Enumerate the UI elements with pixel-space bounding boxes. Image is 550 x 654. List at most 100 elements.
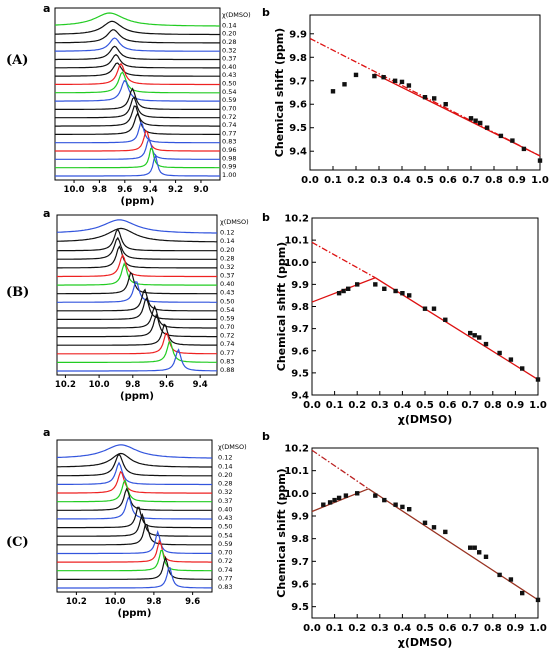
- shift-y-tick-label: 9.7: [291, 557, 309, 568]
- nmr-spectrum-trace: [55, 29, 220, 44]
- shift-data-point: [422, 306, 428, 311]
- nmr-frame: [56, 439, 213, 593]
- shift-data-point: [381, 75, 386, 80]
- nmr-spectrum-trace: [57, 479, 212, 503]
- shift-data-point: [321, 502, 326, 507]
- shift-y-tick-label: 9.5: [291, 368, 309, 379]
- shift-y-tick-label: 10.0: [284, 258, 309, 269]
- shift-plot-c: 0.0 0.1 0.2 0.3 0.4 0.5 0.6 0.7 0.8 0.9 1.0 9.5 9.6 9…: [275, 444, 547, 650]
- shift-y-axis-label: Chemical shift (ppm): [275, 242, 288, 371]
- shift-x-tick-label: 0.2: [347, 175, 365, 186]
- nmr-legend-label: 0.32: [222, 46, 236, 54]
- shift-data-point: [406, 83, 412, 88]
- nmr-spectrum-trace: [57, 453, 212, 477]
- nmr-c-sublabel: a: [43, 426, 50, 439]
- nmr-legend-label: 0.83: [218, 583, 232, 591]
- nmr-spectrum-trace: [55, 20, 220, 36]
- shift-data-point: [432, 96, 437, 101]
- nmr-legend-label: 0.59: [222, 96, 236, 104]
- nmr-legend-label: 0.77: [220, 349, 234, 357]
- shift-data-point: [400, 291, 405, 296]
- nmr-b-sublabel: a: [43, 207, 50, 220]
- shift-x-tick-label: 0.4: [394, 400, 412, 411]
- shift-data-point: [346, 286, 351, 291]
- shift-x-tick-label: 0.4: [394, 623, 412, 634]
- shift-x-tick-label: 0.3: [370, 175, 388, 186]
- nmr-x-tick-label: 10.0: [64, 185, 85, 195]
- nmr-legend-label: 0.88: [220, 366, 234, 374]
- shift-y-tick-label: 10.0: [284, 489, 309, 500]
- shift-y-axis-label: Chemical shift (ppm): [273, 28, 286, 157]
- nmr-legend-title: χ(DMSO): [220, 218, 249, 226]
- shift-y-tick-label: 10.1: [284, 236, 309, 247]
- nmr-legend-label: 0.20: [218, 471, 232, 479]
- shift-data-point: [372, 73, 377, 79]
- nmr-spectrum-trace: [57, 555, 212, 580]
- nmr-x-tick-label: 9.0: [193, 185, 208, 195]
- shift-x-tick-label: 0.1: [324, 175, 342, 186]
- shift-data-point: [431, 525, 437, 530]
- shift-x-tick-label: 0.6: [439, 623, 457, 634]
- nmr-stack-b: χ(DMSO)0.120.140.200.280.320.370.400.430…: [55, 214, 249, 402]
- nmr-spectrum-trace: [57, 461, 212, 486]
- shift-fit-line: [311, 241, 376, 279]
- nmr-spectrum-trace: [57, 332, 217, 355]
- shift-data-point: [443, 317, 448, 322]
- nmr-frame: [56, 214, 218, 376]
- shift-data-point: [332, 497, 337, 503]
- shift-data-point: [468, 545, 473, 550]
- shift-x-tick-label: 0.6: [439, 175, 457, 186]
- nmr-legend-label: 0.37: [218, 497, 232, 505]
- nmr-spectrum-trace: [57, 271, 217, 295]
- shift-data-point: [508, 357, 514, 362]
- shift-data-point: [422, 95, 428, 100]
- nmr-legend-label: 0.74: [220, 340, 234, 348]
- nmr-spectrum-trace: [55, 53, 220, 69]
- shift-x-tick-label: 0.0: [303, 400, 321, 411]
- shift-data-point: [393, 288, 398, 294]
- nmr-x-tick-label: 9.6: [185, 597, 200, 607]
- shift-data-point: [327, 500, 333, 505]
- shift-data-point: [483, 341, 489, 347]
- nmr-legend-label: 0.12: [218, 454, 232, 462]
- nmr-spectrum-trace: [57, 496, 212, 520]
- shift-data-point: [343, 493, 349, 498]
- panel-label-b: (B): [6, 285, 29, 300]
- shift-fit-line: [311, 449, 369, 490]
- nmr-legend-label: 0.50: [218, 523, 232, 531]
- shift-fit-line: [374, 277, 539, 381]
- nmr-spectrum-trace: [57, 470, 212, 494]
- shift-data-point: [443, 529, 448, 535]
- nmr-x-tick-label: 10.0: [105, 597, 126, 607]
- nmr-legend-label: 0.50: [220, 297, 234, 305]
- shift-frame: [311, 447, 539, 619]
- shift-data-point: [535, 377, 541, 382]
- shift-x-tick-label: 0.9: [507, 623, 525, 634]
- shift-x-tick-label: 0.9: [507, 400, 525, 411]
- nmr-legend-label: 0.40: [220, 280, 234, 288]
- shift-data-point: [443, 102, 448, 107]
- nmr-spectrum-trace: [57, 341, 217, 363]
- nmr-spectrum-trace: [57, 305, 217, 329]
- shift-data-point: [407, 293, 412, 298]
- nmr-legend-label: 0.74: [222, 121, 236, 129]
- shift-x-tick-label: 0.3: [371, 623, 389, 634]
- nmr-spectrum-trace: [56, 227, 217, 243]
- shift-y-tick-label: 9.9: [291, 512, 309, 523]
- nmr-legend-label: 0.83: [220, 357, 234, 365]
- shift-data-point: [535, 597, 541, 603]
- nmr-legend-label: 0.20: [220, 246, 234, 254]
- shift-data-point: [477, 550, 482, 555]
- shift-y-tick-label: 9.4: [289, 147, 307, 158]
- shift-x-axis-label: χ(DMSO): [398, 636, 453, 649]
- shift-x-tick-label: 0.3: [371, 400, 389, 411]
- nmr-spectrum-trace: [57, 539, 212, 563]
- panel-label-c: (C): [6, 535, 29, 550]
- nmr-legend-label: 0.72: [220, 332, 234, 340]
- nmr-spectrum-trace: [57, 524, 212, 546]
- shift-y-tick-label: 9.9: [291, 280, 309, 291]
- shift-data-point: [393, 502, 398, 507]
- panel-label-a: (A): [6, 53, 28, 68]
- nmr-legend-label: 0.70: [222, 105, 236, 113]
- shift-data-point: [478, 120, 483, 126]
